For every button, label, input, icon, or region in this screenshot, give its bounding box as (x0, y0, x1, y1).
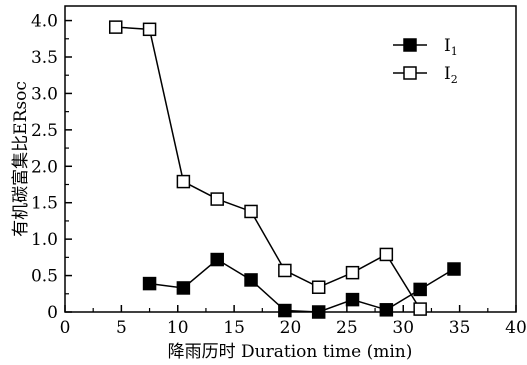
x-tick-label: 5 (116, 318, 127, 338)
y-tick-label: 3.0 (31, 84, 58, 104)
data-point-i1 (244, 273, 258, 287)
data-point-i2 (379, 247, 394, 262)
data-point-i2 (413, 302, 427, 316)
data-point-i1 (142, 276, 157, 291)
data-point-i1 (345, 292, 360, 307)
y-tick-label: 2.5 (31, 121, 58, 141)
legend: I1 I2 (393, 36, 458, 86)
y-tick-label: 4.0 (31, 12, 58, 32)
y-axis: 0 0.5 1.0 1.5 2.0 2.5 3.0 3.5 4.0 (31, 12, 72, 323)
x-tick-label: 15 (223, 318, 245, 338)
legend-label-i2: I2 (444, 64, 458, 86)
data-point-i2 (311, 280, 326, 294)
y-tick-label: 1.0 (31, 230, 58, 250)
x-axis: 0 5 10 15 20 25 30 35 40 (60, 305, 527, 338)
data-point-i1 (413, 282, 427, 297)
series-layer (108, 20, 461, 319)
data-point-i2 (244, 204, 258, 219)
data-point-i2 (108, 20, 123, 34)
data-point-i2 (176, 174, 191, 189)
data-point-i1 (210, 252, 224, 267)
x-tick-label: 40 (505, 318, 527, 338)
x-tick-label: 35 (449, 318, 471, 338)
data-point-i2 (210, 192, 224, 206)
y-tick-label: 2.0 (31, 157, 58, 177)
legend-label-i1: I1 (444, 36, 458, 58)
x-tick-label: 20 (280, 318, 302, 338)
data-point-i1 (278, 303, 292, 318)
x-tick-label: 10 (167, 318, 189, 338)
x-tick-label: 30 (392, 318, 414, 338)
x-tick-label: 0 (60, 318, 71, 338)
data-point-i1 (176, 281, 191, 295)
data-point-i2 (142, 22, 157, 37)
x-axis-label: 降雨历时 Duration time (min) (168, 342, 413, 362)
y-tick-label: 1.5 (31, 194, 58, 214)
y-tick-label: 0 (47, 303, 58, 323)
y-tick-label: 3.5 (31, 48, 58, 68)
series-line-i2 (115, 26, 421, 310)
data-point-i1 (311, 305, 326, 319)
data-point-i1 (447, 262, 461, 276)
data-point-i1 (379, 303, 394, 317)
data-point-i2 (278, 263, 292, 278)
y-axis-label: 有机碳富集比ERsoc (11, 81, 31, 237)
data-point-i2 (345, 265, 360, 280)
x-tick-label: 25 (336, 318, 358, 338)
series-line-i1 (149, 258, 455, 313)
legend-marker-i2 (403, 66, 417, 80)
y-tick-label: 0.5 (31, 267, 58, 287)
legend-marker-i1 (403, 38, 417, 52)
